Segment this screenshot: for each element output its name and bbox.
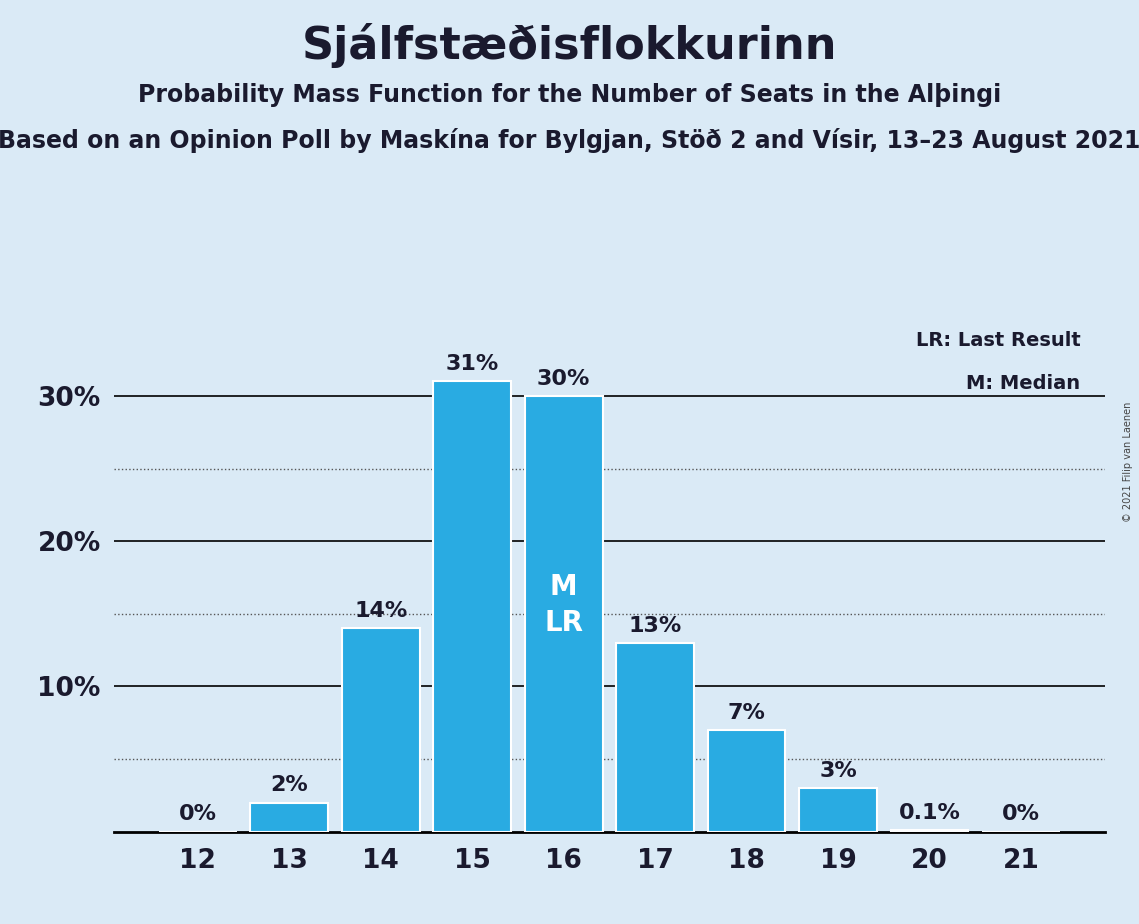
Text: 2%: 2% [270,775,309,796]
Text: M: Median: M: Median [966,374,1081,394]
Text: LR: Last Result: LR: Last Result [916,331,1081,349]
Bar [800,788,877,832]
Bar [251,803,328,832]
Text: 0.1%: 0.1% [899,803,960,823]
Text: Sjálfstæðisflokkurinn: Sjálfstæðisflokkurinn [302,23,837,68]
Text: 13%: 13% [629,615,682,636]
Text: 0%: 0% [179,804,216,824]
Bar [433,382,511,832]
Text: Probability Mass Function for the Number of Seats in the Alþingi: Probability Mass Function for the Number… [138,83,1001,107]
Text: © 2021 Filip van Laenen: © 2021 Filip van Laenen [1123,402,1133,522]
Text: 30%: 30% [536,369,590,389]
Bar [707,730,786,832]
Text: 14%: 14% [354,601,408,621]
Bar [891,830,968,832]
Text: M
LR: M LR [544,573,583,638]
Text: 31%: 31% [445,354,499,374]
Text: 7%: 7% [728,702,765,723]
Bar [616,643,694,832]
Bar [342,628,419,832]
Text: 3%: 3% [819,760,857,781]
Text: 0%: 0% [1002,804,1040,824]
Text: Based on an Opinion Poll by Maskína for Bylgjan, Stöð 2 and Vísir, 13–23 August : Based on an Opinion Poll by Maskína for … [0,128,1139,152]
Bar [525,396,603,832]
